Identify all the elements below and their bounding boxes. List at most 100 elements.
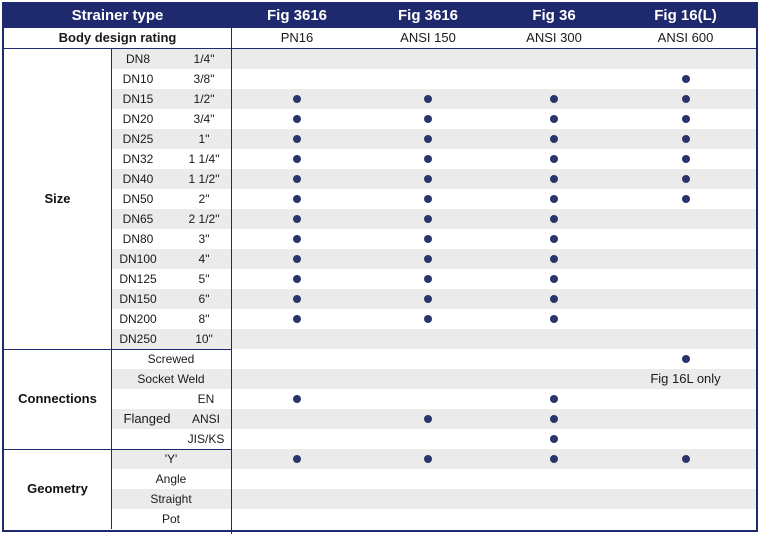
table-row xyxy=(111,449,756,469)
size-row-4-mark-col3 xyxy=(550,115,558,123)
size-dn-label: DN65 xyxy=(122,212,154,226)
flanged-ansi-label: ANSI xyxy=(191,412,220,426)
table-row xyxy=(111,369,756,389)
size-row-7-mark-col2 xyxy=(424,175,432,183)
size-dn-label: DN40 xyxy=(122,172,154,186)
size-row-10-mark-col3 xyxy=(550,235,558,243)
rating-value-3: ANSI 300 xyxy=(526,30,582,45)
size-inch-label: 1 1/2" xyxy=(188,172,220,186)
column-header-1: Fig 3616 xyxy=(231,4,363,28)
size-row-5-mark-col2 xyxy=(424,135,432,143)
size-row-3-mark-col2 xyxy=(424,95,432,103)
screwed-mark-col4 xyxy=(681,355,690,363)
table-row xyxy=(111,249,756,269)
rating-label: Body design rating xyxy=(58,30,177,45)
size-row-13-mark-col3 xyxy=(550,295,558,303)
size-row-9-mark-col3 xyxy=(550,215,558,223)
size-row-9-mark-col2 xyxy=(424,215,432,223)
size-row-12-mark-col2 xyxy=(424,275,432,283)
flanged-label: Flanged xyxy=(123,411,171,426)
size-dn-label: DN250 xyxy=(119,332,157,346)
size-inch-label: 6" xyxy=(198,292,210,306)
table-row xyxy=(111,169,756,189)
size-row-2-mark-col4 xyxy=(681,75,690,83)
flanged-jisks-label: JIS/KS xyxy=(187,432,225,446)
geometry-row-1-mark-col4 xyxy=(681,455,690,463)
size-row-6-mark-col3 xyxy=(550,155,558,163)
size-inch-label: 2 1/2" xyxy=(188,212,220,226)
geometry-row-1-mark-col1 xyxy=(293,455,301,463)
table-row xyxy=(111,49,756,69)
header-title: Strainer type xyxy=(4,4,231,28)
table-row xyxy=(111,89,756,109)
group-connections-label: Connections xyxy=(18,391,97,406)
size-row-11-mark-col1 xyxy=(293,255,301,263)
connection-socket-weld-label: Socket Weld xyxy=(137,372,205,386)
size-row-10-mark-col1 xyxy=(293,235,301,243)
socket-weld-note: Fig 16L only xyxy=(650,371,721,386)
group-divider-h xyxy=(4,449,111,450)
size-dn-label: DN100 xyxy=(119,252,157,266)
table-row xyxy=(111,209,756,229)
column-header-2: Fig 3616 xyxy=(363,4,493,28)
size-row-7-mark-col1 xyxy=(293,175,301,183)
size-inch-label: 3/8" xyxy=(193,72,215,86)
size-row-8-mark-col1 xyxy=(293,195,301,203)
size-dn-label: DN200 xyxy=(119,312,157,326)
size-row-7-mark-col3 xyxy=(550,175,558,183)
column-header-3: Fig 36 xyxy=(493,4,615,28)
size-dn-label: DN80 xyxy=(122,232,154,246)
rating-value-4: ANSI 600 xyxy=(657,30,714,45)
size-row-7-mark-col4 xyxy=(681,175,690,183)
group-divider-h xyxy=(4,349,111,350)
geometry-4-label: Pot xyxy=(161,512,180,526)
size-row-13-mark-col1 xyxy=(293,295,301,303)
rating-value-2: ANSI 150 xyxy=(400,30,456,45)
geometry-row-1-mark-col2 xyxy=(424,455,432,463)
size-row-12-mark-col1 xyxy=(293,275,301,283)
size-dn-label: DN10 xyxy=(122,72,154,86)
size-row-14-mark-col1 xyxy=(293,315,301,323)
size-inch-label: 1/4" xyxy=(193,52,215,66)
column-divider xyxy=(231,4,232,534)
geometry-row-1-mark-col3 xyxy=(550,455,558,463)
group-size-label: Size xyxy=(44,191,71,206)
geometry-3-label: Straight xyxy=(150,492,192,506)
size-row-9-mark-col1 xyxy=(293,215,301,223)
flanged-row-1-mark-col1 xyxy=(293,395,301,403)
size-dn-label: DN25 xyxy=(122,132,154,146)
size-inch-label: 10" xyxy=(195,332,213,346)
size-inch-label: 2" xyxy=(198,192,210,206)
size-inch-label: 3/4" xyxy=(193,112,215,126)
flanged-row-2-mark-col3 xyxy=(550,415,558,423)
size-row-12-mark-col3 xyxy=(550,275,558,283)
rating-value-1: PN16 xyxy=(280,30,314,45)
table-row xyxy=(111,129,756,149)
size-row-6-mark-col1 xyxy=(293,155,301,163)
size-dn-label: DN50 xyxy=(122,192,154,206)
size-row-10-mark-col2 xyxy=(424,235,432,243)
size-row-8-mark-col4 xyxy=(681,195,690,203)
group-geometry-label: Geometry xyxy=(27,481,88,496)
group-divider-h xyxy=(111,349,231,350)
rating-divider xyxy=(4,48,756,49)
size-row-3-mark-col3 xyxy=(550,95,558,103)
size-row-4-mark-col1 xyxy=(293,115,301,123)
size-row-4-mark-col2 xyxy=(424,115,432,123)
column-header-4: Fig 16(L) xyxy=(615,4,756,28)
flanged-en-label: EN xyxy=(197,392,215,406)
size-row-13-mark-col2 xyxy=(424,295,432,303)
size-inch-label: 3" xyxy=(198,232,210,246)
size-inch-label: 1" xyxy=(198,132,210,146)
size-inch-label: 5" xyxy=(198,272,210,286)
table-row xyxy=(111,329,756,349)
size-inch-label: 1 1/4" xyxy=(188,152,220,166)
size-row-14-mark-col3 xyxy=(550,315,558,323)
table-row xyxy=(111,289,756,309)
size-dn-label: DN8 xyxy=(125,52,150,66)
size-row-5-mark-col4 xyxy=(681,135,690,143)
flanged-row-3-mark-col3 xyxy=(550,435,558,443)
size-row-8-mark-col2 xyxy=(424,195,432,203)
size-row-3-mark-col1 xyxy=(293,95,301,103)
size-row-3-mark-col4 xyxy=(681,95,690,103)
